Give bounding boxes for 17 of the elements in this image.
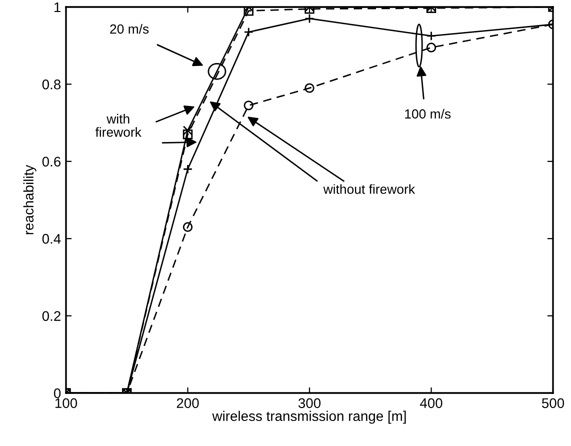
x-tick-label: 400 <box>420 398 442 408</box>
x-tick-label: 200 <box>176 398 199 408</box>
y-axis-title: reachability <box>23 164 36 234</box>
annotation: 20 m/s <box>110 24 149 34</box>
annotation: with firework <box>95 114 142 137</box>
y-tick-label: 0.6 <box>42 156 61 167</box>
y-tick-label: 1 <box>54 2 60 12</box>
y-tick-label: 0.8 <box>42 80 61 90</box>
y-tick-label: 0.4 <box>42 234 61 244</box>
y-tick-label: 0.2 <box>42 311 60 321</box>
x-axis-title: wireless transmission range [m] <box>212 410 406 424</box>
y-tick-label: 0 <box>54 388 61 398</box>
x-tick-label: 500 <box>542 398 564 408</box>
x-tick-label: 100 <box>55 398 78 408</box>
annotation: without firework <box>323 184 416 194</box>
annotation: 100 m/s <box>405 108 451 119</box>
x-tick-label: 300 <box>298 398 321 408</box>
